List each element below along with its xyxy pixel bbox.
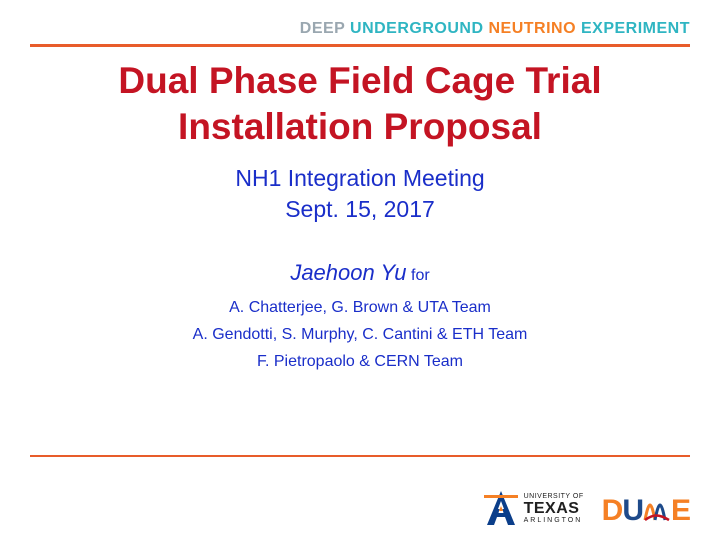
slide-subtitle: NH1 Integration Meeting Sept. 15, 2017 <box>0 163 720 225</box>
header-word-underground: UNDERGROUND <box>350 20 488 37</box>
uta-a-icon <box>484 489 518 529</box>
title-line-2: Installation Proposal <box>0 104 720 150</box>
experiment-header: DEEP UNDERGROUND NEUTRINO EXPERIMENT <box>30 20 690 38</box>
dune-wave-icon <box>643 494 671 524</box>
credits-block: A. Chatterjee, G. Brown & UTA Team A. Ge… <box>0 294 720 376</box>
dune-logo: DU E <box>602 490 690 528</box>
header-word-neutrino: NEUTRINO <box>488 20 576 37</box>
uta-line-arlington: ARLINGTON <box>524 517 584 524</box>
dune-letter-u: U <box>622 494 643 528</box>
credits-line-2: A. Gendotti, S. Murphy, C. Cantini & ETH… <box>0 321 720 348</box>
uta-line-texas: TEXAS <box>524 501 584 518</box>
uta-text: UNIVERSITY OF TEXAS ARLINGTON <box>524 493 584 524</box>
dune-letter-d: D <box>602 494 623 528</box>
credits-line-3: F. Pietropaolo & CERN Team <box>0 348 720 375</box>
title-line-1: Dual Phase Field Cage Trial <box>0 58 720 104</box>
subtitle-meeting: NH1 Integration Meeting <box>0 163 720 194</box>
subtitle-date: Sept. 15, 2017 <box>0 194 720 225</box>
credits-line-1: A. Chatterjee, G. Brown & UTA Team <box>0 294 720 321</box>
uta-logo: UNIVERSITY OF TEXAS ARLINGTON <box>484 489 584 529</box>
bottom-divider <box>30 455 690 457</box>
author-line: Jaehoon Yu for <box>0 260 720 286</box>
logo-row: UNIVERSITY OF TEXAS ARLINGTON DU E <box>484 489 690 529</box>
author-name: Jaehoon Yu <box>290 260 406 285</box>
slide-title: Dual Phase Field Cage Trial Installation… <box>0 58 720 151</box>
header-word-deep: DEEP <box>300 20 350 37</box>
author-for: for <box>407 267 430 284</box>
dune-letter-e: E <box>671 494 690 528</box>
header-word-experiment: EXPERIMENT <box>576 20 690 37</box>
top-divider <box>30 44 690 47</box>
